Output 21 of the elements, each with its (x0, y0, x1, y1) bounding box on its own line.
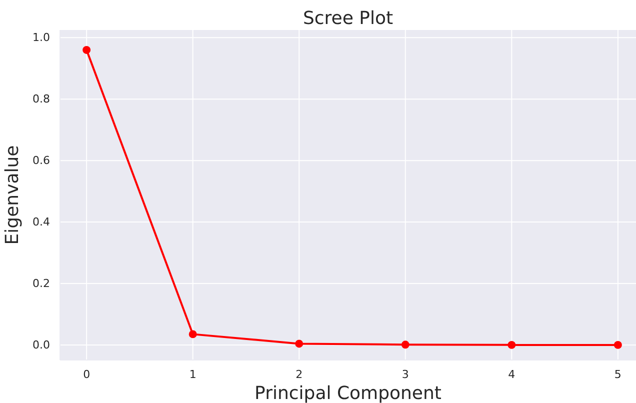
point (82, 46, 91, 54)
point (188, 330, 197, 338)
x-axis-title: Principal Component (254, 383, 442, 403)
y-axis-title: Eigenvalue (2, 145, 23, 245)
chart-title: Scree Plot (302, 8, 394, 29)
y-tick-label: 1.0 (32, 31, 50, 44)
point (508, 340, 516, 349)
x-tick-label: 1 (189, 368, 196, 381)
x-tick-label: 5 (614, 368, 622, 381)
point (401, 340, 410, 349)
y-tick-label: 0.2 (32, 277, 50, 290)
point (295, 340, 304, 348)
y-tick-label: 0.0 (32, 338, 50, 352)
x-tick-label: 2 (296, 368, 303, 381)
y-tick-label: 0.6 (32, 154, 50, 168)
x-tick-label: 0 (83, 368, 90, 381)
x-tick-label: 3 (402, 368, 409, 381)
x-tick-label: 4 (508, 368, 516, 381)
y-tick-label: 0.4 (32, 216, 50, 229)
point (614, 340, 622, 349)
y-tick-label: 0.8 (32, 92, 50, 106)
